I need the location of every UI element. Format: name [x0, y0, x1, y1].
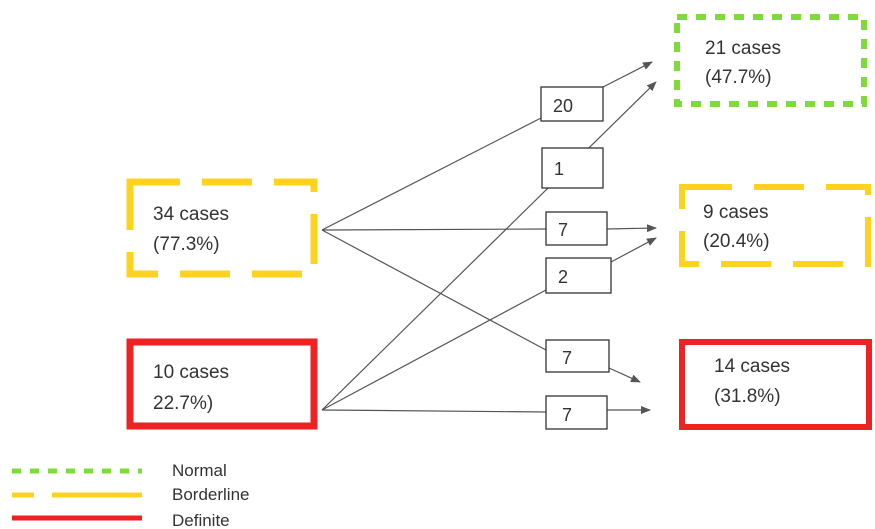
legend-item-definite: Definite [12, 511, 230, 529]
count-box-frame [545, 339, 610, 373]
right-box-definite-line1: 14 cases [714, 356, 790, 377]
left-box-borderline-line2: (77.3%) [153, 234, 220, 255]
count-box-frame [545, 257, 612, 294]
right-box-borderline-line2: (20.4%) [703, 231, 770, 252]
right-box-normal-line2: (47.7%) [705, 67, 772, 88]
count-label: 7 [558, 220, 568, 240]
left-box-definite-frame [126, 338, 318, 430]
legend-label-definite: Definite [172, 511, 230, 529]
legend-item-borderline: Borderline [12, 485, 250, 504]
count-box-frame [541, 147, 604, 189]
left-box-borderline-frame [126, 178, 318, 278]
flow-arrow-borderline-to-normal [602, 61, 653, 88]
count-box-borderline-to-borderline: 7 [545, 211, 608, 246]
legend-item-normal: Normal [12, 461, 227, 480]
left-box-borderline: 34 cases (77.3%) [126, 178, 318, 278]
flow-line-borderline-to-borderline [321, 228, 547, 231]
left-box-definite-line1: 10 cases [153, 362, 229, 383]
flow-line-borderline-to-definite [321, 229, 547, 351]
flow-line-definite-to-definite [321, 409, 547, 413]
right-box-borderline-frame [679, 184, 871, 267]
legend-label-normal: Normal [172, 461, 227, 480]
left-box-definite: 10 cases 22.7%) [126, 338, 318, 430]
count-label: 20 [553, 96, 573, 116]
flow-line-definite-to-borderline [321, 289, 547, 411]
flow-lines [321, 61, 657, 414]
count-box-borderline-to-definite: 7 [545, 339, 610, 373]
legend: Normal Borderline Definite [12, 461, 250, 529]
left-box-borderline-line1: 34 cases [153, 204, 229, 225]
right-box-normal-frame [674, 14, 867, 107]
flow-line-definite-to-normal [321, 81, 657, 411]
flow-arrow-borderline-to-definite [608, 367, 641, 383]
right-box-definite: 14 cases (31.8%) [679, 339, 872, 430]
right-box-borderline: 9 cases (20.4%) [679, 184, 871, 267]
right-box-definite-line2: (31.8%) [714, 386, 781, 407]
right-box-normal: 21 cases (47.7%) [674, 14, 867, 107]
count-box-definite-to-definite: 7 [545, 395, 608, 430]
flow-arrow-definite-to-borderline [610, 237, 657, 263]
count-box-frame [545, 395, 608, 430]
flow-arrow-borderline-to-borderline [606, 224, 657, 233]
left-box-definite-line2: 22.7%) [153, 393, 213, 414]
flow-line-borderline-to-normal [321, 117, 542, 231]
count-box-borderline-to-normal: 20 [540, 86, 604, 122]
count-label: 7 [562, 405, 572, 425]
right-box-definite-frame [679, 339, 872, 430]
count-box-definite-to-borderline: 2 [545, 257, 612, 294]
right-box-borderline-line1: 9 cases [703, 202, 768, 223]
count-box-frame [540, 86, 604, 122]
count-label: 2 [558, 267, 568, 287]
legend-label-borderline: Borderline [172, 485, 250, 504]
count-label: 1 [554, 159, 564, 179]
count-label: 7 [562, 348, 572, 368]
right-box-normal-line1: 21 cases [705, 38, 781, 59]
count-box-definite-to-normal: 1 [541, 147, 604, 189]
count-box-frame [545, 211, 608, 246]
